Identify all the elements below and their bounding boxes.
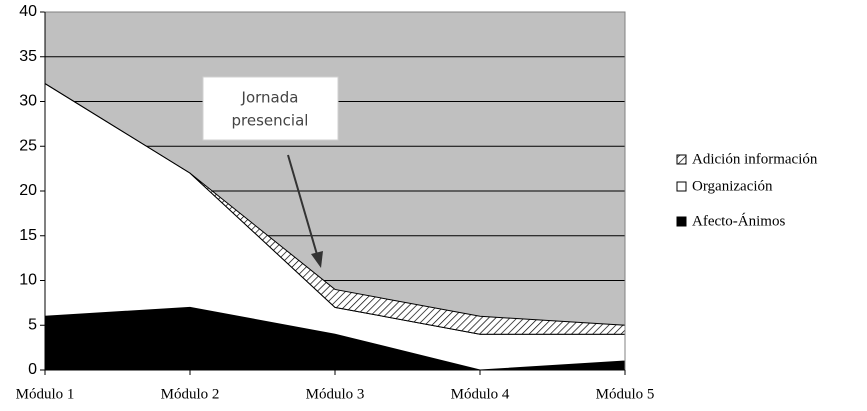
legend-swatch	[676, 181, 687, 192]
x-tick-label: Módulo 2	[161, 386, 220, 402]
x-tick-label: Módulo 3	[306, 386, 365, 402]
x-tick-label: Módulo 1	[16, 386, 75, 402]
annotation-box	[202, 76, 339, 141]
y-tick-label: 30	[19, 93, 37, 110]
x-tick-label: Módulo 4	[451, 386, 510, 402]
annotation-text: presencial	[232, 112, 309, 130]
y-tick-label: 35	[19, 48, 37, 65]
y-tick-label: 5	[28, 316, 37, 333]
annotation-text: Jornada	[241, 89, 299, 107]
legend-label: Afecto-Ánimos	[692, 212, 785, 229]
legend-swatch	[676, 216, 687, 227]
y-tick-label: 25	[19, 137, 37, 154]
y-tick-label: 0	[28, 361, 37, 378]
legend-swatch	[676, 154, 687, 165]
x-tick-label: Módulo 5	[596, 386, 655, 402]
legend-label: Organización	[692, 178, 773, 194]
y-tick-label: 15	[19, 227, 37, 244]
arrowhead	[311, 251, 323, 268]
y-tick-label: 20	[19, 182, 37, 199]
legend-label: Adición información	[692, 151, 818, 167]
annotation-arrow	[287, 154, 319, 259]
y-tick-label: 40	[19, 3, 37, 20]
y-tick-label: 10	[19, 272, 37, 289]
